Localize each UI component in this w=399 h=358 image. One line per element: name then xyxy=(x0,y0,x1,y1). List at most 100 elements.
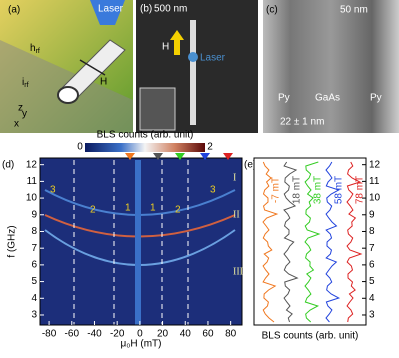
spectrum xyxy=(304,161,321,323)
x-tick-label: -40 xyxy=(87,329,102,340)
hrf-label: hrf xyxy=(30,43,40,55)
field-arrow xyxy=(153,153,163,160)
axis-y: y xyxy=(22,109,27,120)
panel-label: (c) xyxy=(266,5,278,16)
field-label: H xyxy=(162,42,169,53)
y-tick-label: 9 xyxy=(369,209,375,220)
wire xyxy=(190,20,196,125)
laser-label: Laser xyxy=(200,53,226,64)
field-arrow xyxy=(170,30,184,55)
x-tick-label: 0 xyxy=(137,329,143,340)
x-axis-label: BLS counts (arb. unit) xyxy=(262,331,359,342)
x-tick-label: 60 xyxy=(202,329,214,340)
trace-label: -7 mT xyxy=(271,177,282,203)
field-arrow xyxy=(125,153,135,160)
inset xyxy=(139,87,176,131)
axis-z: z xyxy=(18,103,23,114)
y-tick-label: 11 xyxy=(27,176,38,187)
trace-label: 18 mT xyxy=(292,176,303,204)
region-label: III xyxy=(233,266,243,277)
trace-label: 38 mT xyxy=(313,176,324,204)
y-tick-label: 8 xyxy=(31,226,37,237)
region-dividers xyxy=(73,160,189,325)
y-tick-label: 4 xyxy=(31,293,37,304)
gaas-label: GaAs xyxy=(315,93,340,104)
laser-spot xyxy=(188,52,198,62)
field-arrow xyxy=(175,153,185,160)
region-label: II xyxy=(233,209,240,220)
y-tick-label: 5 xyxy=(31,276,37,287)
y-tick-label: 6 xyxy=(369,260,375,271)
y-tick-label: 6 xyxy=(31,260,37,271)
y-tick-label: 10 xyxy=(369,193,381,204)
py-left: Py xyxy=(278,93,290,104)
py-right: Py xyxy=(370,93,382,104)
y-tick-label: 12 xyxy=(26,159,38,170)
laser-label: Laser xyxy=(98,4,124,15)
panel-label: (b) xyxy=(140,4,152,15)
panel-d: (d) BLS counts (arb. unit) 0 2 -80 -60 -40 -2… xyxy=(2,130,243,350)
spectrum xyxy=(325,161,341,323)
field-arrow xyxy=(79,59,106,76)
panel-b: (b) 500 nm H Laser xyxy=(136,0,258,133)
region-label: I xyxy=(233,172,236,183)
panel-a: (a) Laser hrf irf H x y z xyxy=(0,0,133,133)
irf-label: irf xyxy=(22,77,29,89)
y-tick-label: 12 xyxy=(369,159,381,170)
sub: rf xyxy=(36,48,40,55)
mode-label: 2 xyxy=(90,205,96,216)
x-tick-label: -60 xyxy=(65,329,80,340)
trace-label: 58 mT xyxy=(334,176,345,204)
y-tick-label: 7 xyxy=(31,243,37,254)
spectrum xyxy=(283,161,299,323)
i: i xyxy=(22,77,24,88)
heatmap-features xyxy=(44,160,236,325)
colorbar-tick-label: 0 xyxy=(77,142,83,153)
tem-image xyxy=(263,0,399,133)
panel-e: (e) 3 4 5 6 7 8 9 10 11 12 -7 mT 18 mT 38 mT 58 mT 78 … xyxy=(244,157,381,342)
scale-label: 500 nm xyxy=(154,4,187,15)
y-tick-label: 11 xyxy=(369,176,380,187)
y-axis-label: f (GHz) xyxy=(7,225,18,257)
y-tick-label: 8 xyxy=(369,226,375,237)
mode-label: 1 xyxy=(150,203,156,214)
y-tick-label: 4 xyxy=(369,293,375,304)
colorbar xyxy=(85,143,205,152)
y-tick-label: 10 xyxy=(26,193,38,204)
spectrum xyxy=(346,161,363,323)
h: h xyxy=(30,43,36,54)
y-tick-label: 7 xyxy=(369,243,375,254)
colorbar-title: BLS counts (arb. unit) xyxy=(97,130,194,141)
panel-label: (e) xyxy=(244,160,256,171)
scale-label: 50 nm xyxy=(340,5,368,16)
mode-label: 2 xyxy=(175,205,181,216)
mode-label: 3 xyxy=(50,185,56,196)
x-axis-label: μ₀H (mT) xyxy=(120,339,161,350)
spectrum xyxy=(262,161,279,323)
mode-label: 1 xyxy=(125,203,131,214)
panel-label: (a) xyxy=(8,5,20,16)
trace-label: 78 mT xyxy=(355,176,366,204)
axis-x: x xyxy=(14,119,19,130)
field-label: H xyxy=(100,77,107,88)
y-tick-label: 3 xyxy=(369,310,375,321)
field-arrow xyxy=(200,153,210,160)
plot-frame xyxy=(39,157,243,326)
panel-label: (d) xyxy=(2,160,14,171)
y-tick-label: 5 xyxy=(369,276,375,287)
y-tick-label: 3 xyxy=(31,310,37,321)
wire-end xyxy=(57,86,79,104)
panel-c: (c) 50 nm Py GaAs Py 22 ± 1 nm xyxy=(263,0,399,133)
x-tick-label: -80 xyxy=(42,329,57,340)
colorbar-tick-label: 2 xyxy=(207,142,213,153)
field-arrow xyxy=(223,153,233,160)
x-tick-label: 40 xyxy=(180,329,192,340)
mode-label: 3 xyxy=(210,185,216,196)
x-tick-label: -20 xyxy=(110,329,125,340)
y-tick-label: 9 xyxy=(31,209,37,220)
thickness-label: 22 ± 1 nm xyxy=(280,117,324,128)
laser-beam xyxy=(90,0,125,25)
sub: rf xyxy=(24,82,28,89)
x-tick-label: 80 xyxy=(225,329,237,340)
